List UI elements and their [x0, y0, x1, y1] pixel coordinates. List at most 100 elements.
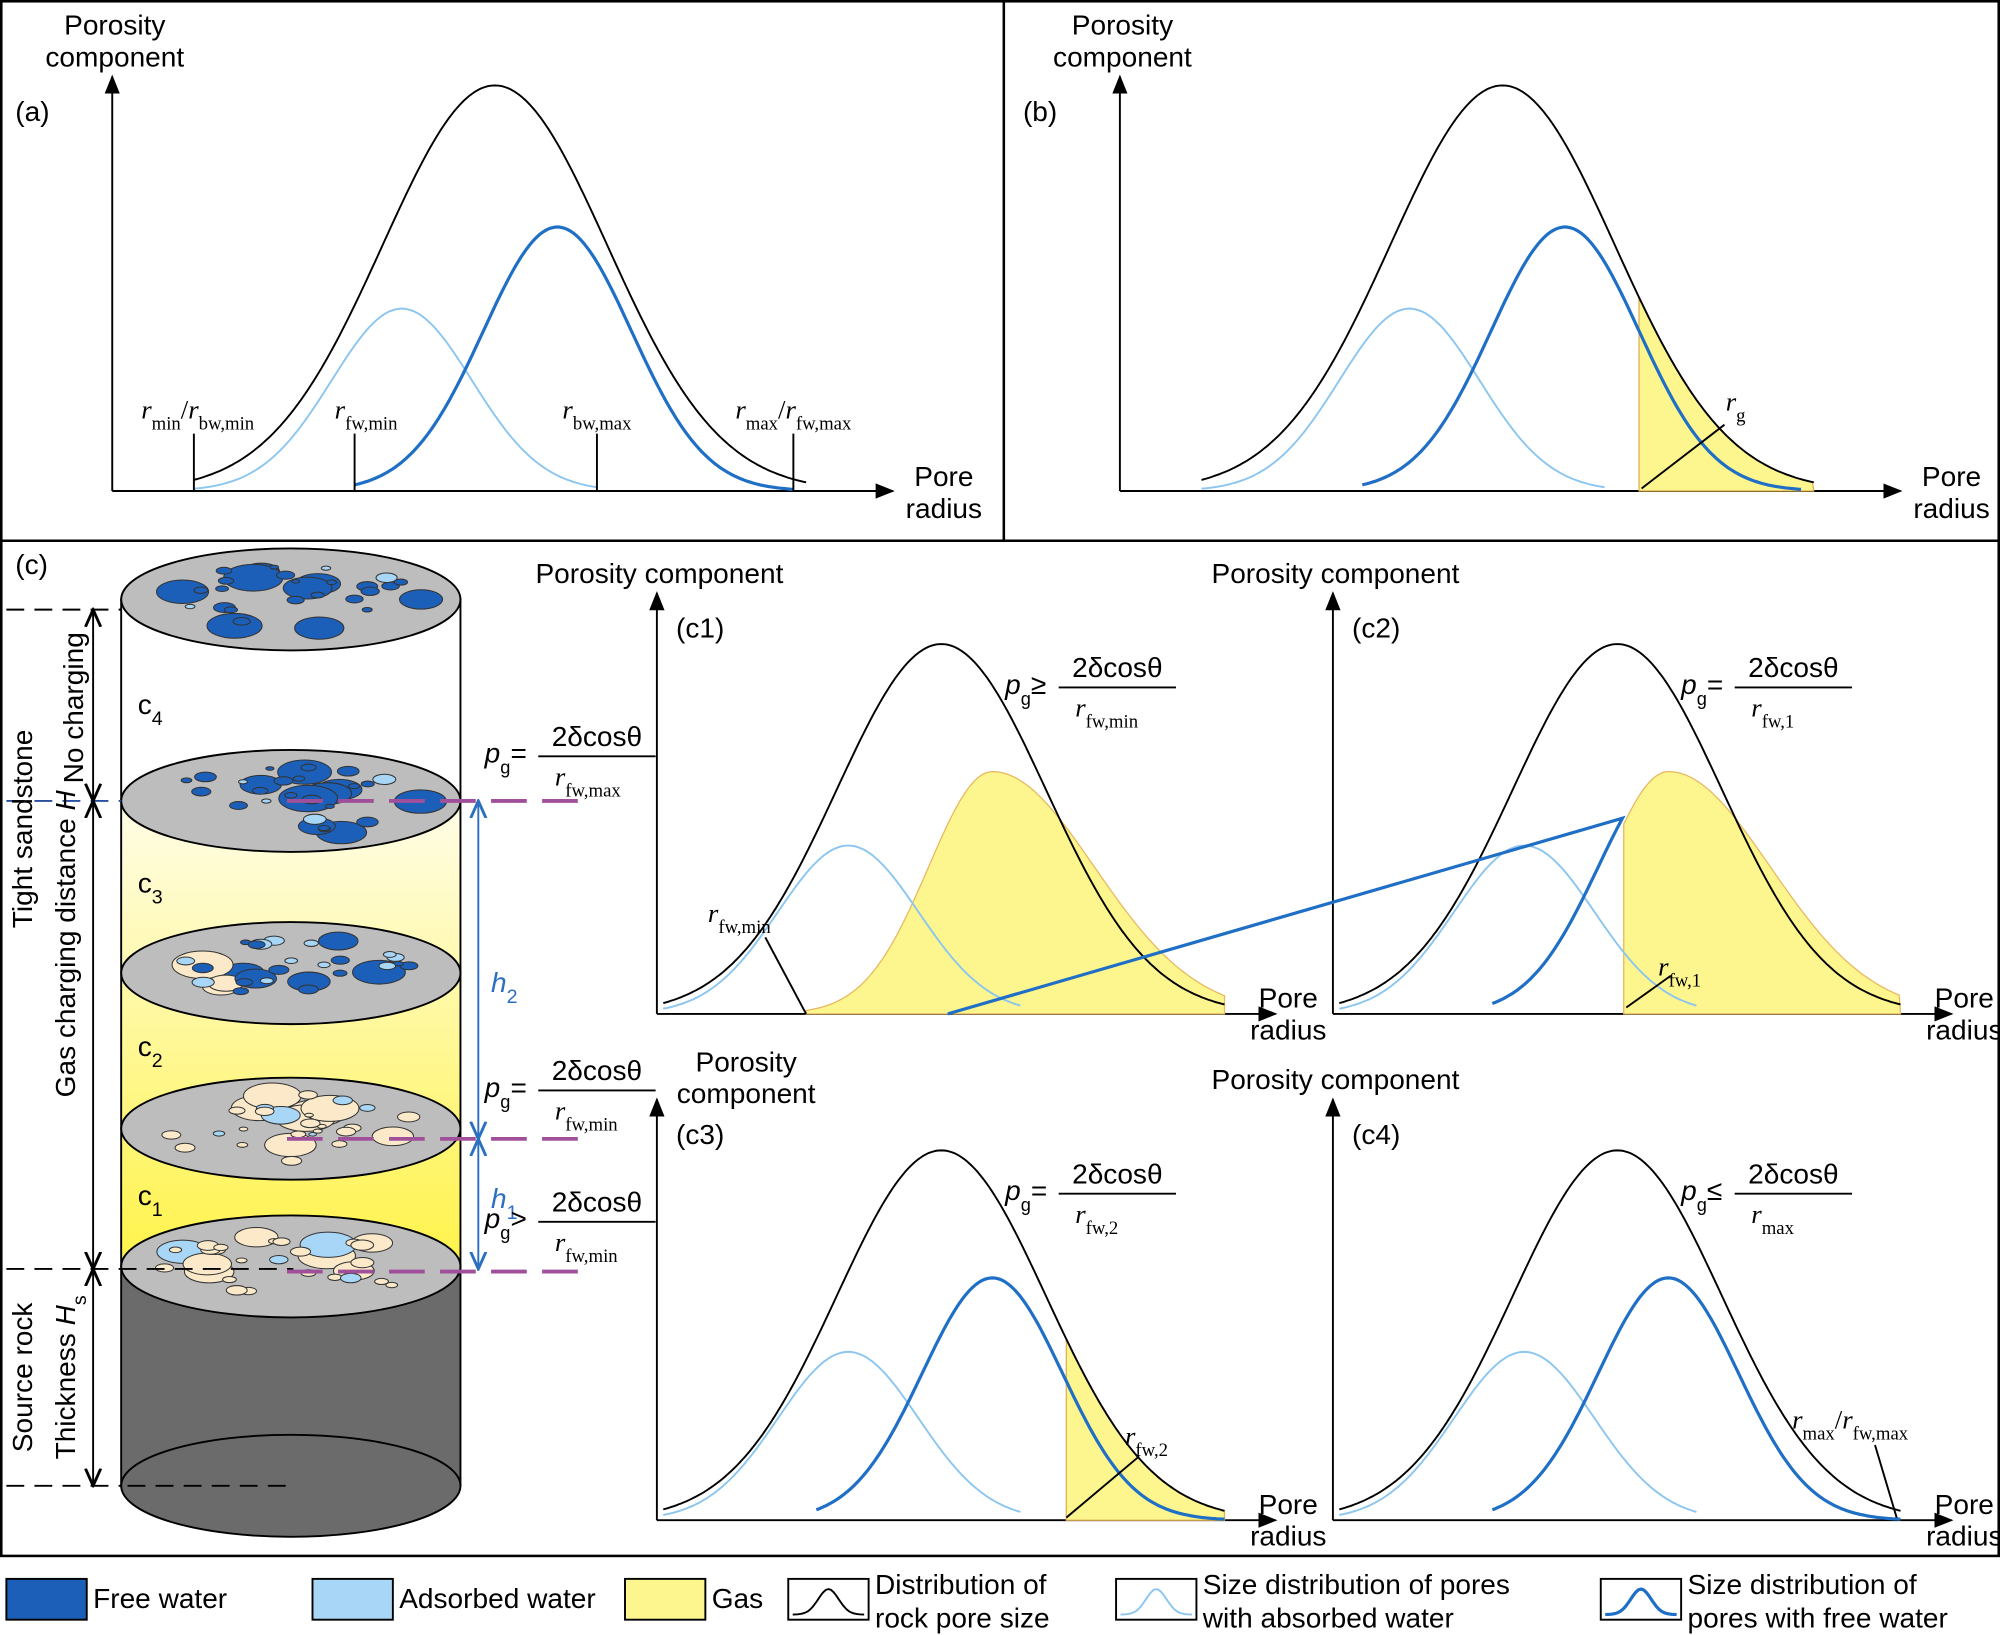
- text-part: r: [1751, 693, 1762, 723]
- text-part: Source rock: [7, 1302, 38, 1453]
- free-water-curve: [815, 1276, 1225, 1521]
- x-axis-title: Pore: [1935, 983, 1994, 1014]
- text-part: r: [1075, 693, 1086, 723]
- pore: [213, 1243, 229, 1252]
- pore: [335, 1126, 357, 1137]
- text-part: /: [1835, 1404, 1843, 1434]
- pore: [303, 939, 319, 947]
- pore: [330, 955, 350, 965]
- text-part: max: [746, 413, 779, 434]
- free-water-curve: [947, 815, 1626, 1016]
- pore: [375, 572, 398, 583]
- formula-den: rfw,2: [1075, 1199, 1118, 1238]
- pore: [269, 564, 280, 570]
- text-part: fw,min: [345, 413, 398, 434]
- pore: [232, 987, 249, 996]
- text-part: c: [138, 868, 152, 899]
- text-part: r: [1075, 1199, 1086, 1229]
- pore: [317, 961, 331, 969]
- pore: [259, 977, 274, 985]
- text-part: c: [138, 1180, 152, 1211]
- legend-label: Distribution of: [875, 1569, 1047, 1600]
- text-part: /: [778, 394, 786, 424]
- text-part: fw,min: [565, 1114, 618, 1135]
- pore: [215, 585, 229, 593]
- pore: [215, 566, 233, 575]
- y-axis-title: component: [45, 41, 184, 72]
- formula-num: 2δcosθ: [1748, 652, 1838, 683]
- formula-num: 2δcosθ: [552, 1055, 642, 1086]
- marker-line: [1640, 423, 1726, 490]
- pore: [272, 1237, 291, 1247]
- text-part: g: [1697, 687, 1707, 708]
- pore: [297, 984, 319, 995]
- formula-num: 2δcosθ: [1072, 652, 1162, 683]
- text-part: ≥: [1031, 669, 1046, 700]
- pore: [397, 1111, 421, 1123]
- text-part: h: [491, 967, 507, 998]
- pore: [282, 576, 333, 600]
- legend-curve: [1120, 1588, 1193, 1616]
- marker-line: [1065, 1455, 1140, 1519]
- formula-den: rfw,min: [555, 1227, 618, 1266]
- y-axis-title: Porosity component: [1212, 558, 1460, 589]
- text-part: c: [138, 1031, 152, 1062]
- text-part: r: [335, 394, 346, 424]
- legend-curve: [792, 1588, 865, 1616]
- text-part: fw,2: [1135, 1439, 1168, 1460]
- text-part: Thickness: [50, 1325, 81, 1459]
- pore: [154, 1263, 175, 1273]
- text-part: r: [555, 1096, 566, 1126]
- text-part: r: [188, 394, 199, 424]
- pore: [304, 1112, 314, 1118]
- pore: [276, 570, 296, 580]
- text-part: max: [1762, 1218, 1795, 1239]
- text-part: r: [735, 394, 746, 424]
- height-label: h1: [491, 1183, 518, 1224]
- pore: [228, 1106, 246, 1115]
- zone-label: c4: [138, 689, 163, 730]
- text-part: bw,max: [573, 413, 632, 434]
- text-part: 4: [152, 708, 163, 730]
- text-part: h: [491, 1183, 507, 1214]
- y-axis-title: Porosity component: [535, 558, 783, 589]
- pore: [235, 978, 254, 987]
- y-axis-title: Porosity: [64, 9, 165, 40]
- text-part: r: [1842, 1404, 1853, 1434]
- pore: [382, 951, 397, 958]
- pore: [345, 594, 364, 604]
- legend-label: rock pore size: [875, 1602, 1050, 1633]
- rock-pore-curve: [1201, 84, 1814, 484]
- pore: [393, 578, 409, 586]
- pore: [161, 1130, 182, 1140]
- text-part: r: [141, 394, 152, 424]
- pore: [374, 1277, 389, 1286]
- pore: [212, 1130, 226, 1137]
- formula-den: rfw,min: [555, 1096, 618, 1135]
- x-axis-title: radius: [1250, 1014, 1326, 1045]
- pore: [356, 816, 379, 828]
- formula-den: rfw,max: [555, 762, 622, 801]
- panel-label: (c2): [1352, 613, 1400, 644]
- pore: [320, 565, 332, 571]
- pore: [398, 589, 444, 610]
- text-part: H: [50, 1304, 81, 1325]
- text-part: =: [510, 1072, 526, 1103]
- pore: [191, 786, 212, 797]
- legend-swatch: [311, 1577, 394, 1621]
- y-axis-title: Porosity: [1072, 9, 1173, 40]
- marker-label: rbw,max: [562, 394, 632, 433]
- x-axis-title: radius: [1926, 1014, 2000, 1045]
- x-axis-title: Pore: [1259, 1489, 1318, 1520]
- pore: [298, 1090, 318, 1100]
- legend-label: pores with free water: [1688, 1602, 1948, 1633]
- pore: [264, 1132, 317, 1158]
- pore: [332, 1095, 353, 1106]
- pore: [168, 1246, 183, 1254]
- text-part: p: [1680, 1175, 1697, 1206]
- legend-label: Size distribution of: [1688, 1569, 1917, 1600]
- pore: [361, 606, 373, 613]
- x-axis-title: radius: [1926, 1521, 2000, 1552]
- text-part: g: [1697, 1194, 1707, 1215]
